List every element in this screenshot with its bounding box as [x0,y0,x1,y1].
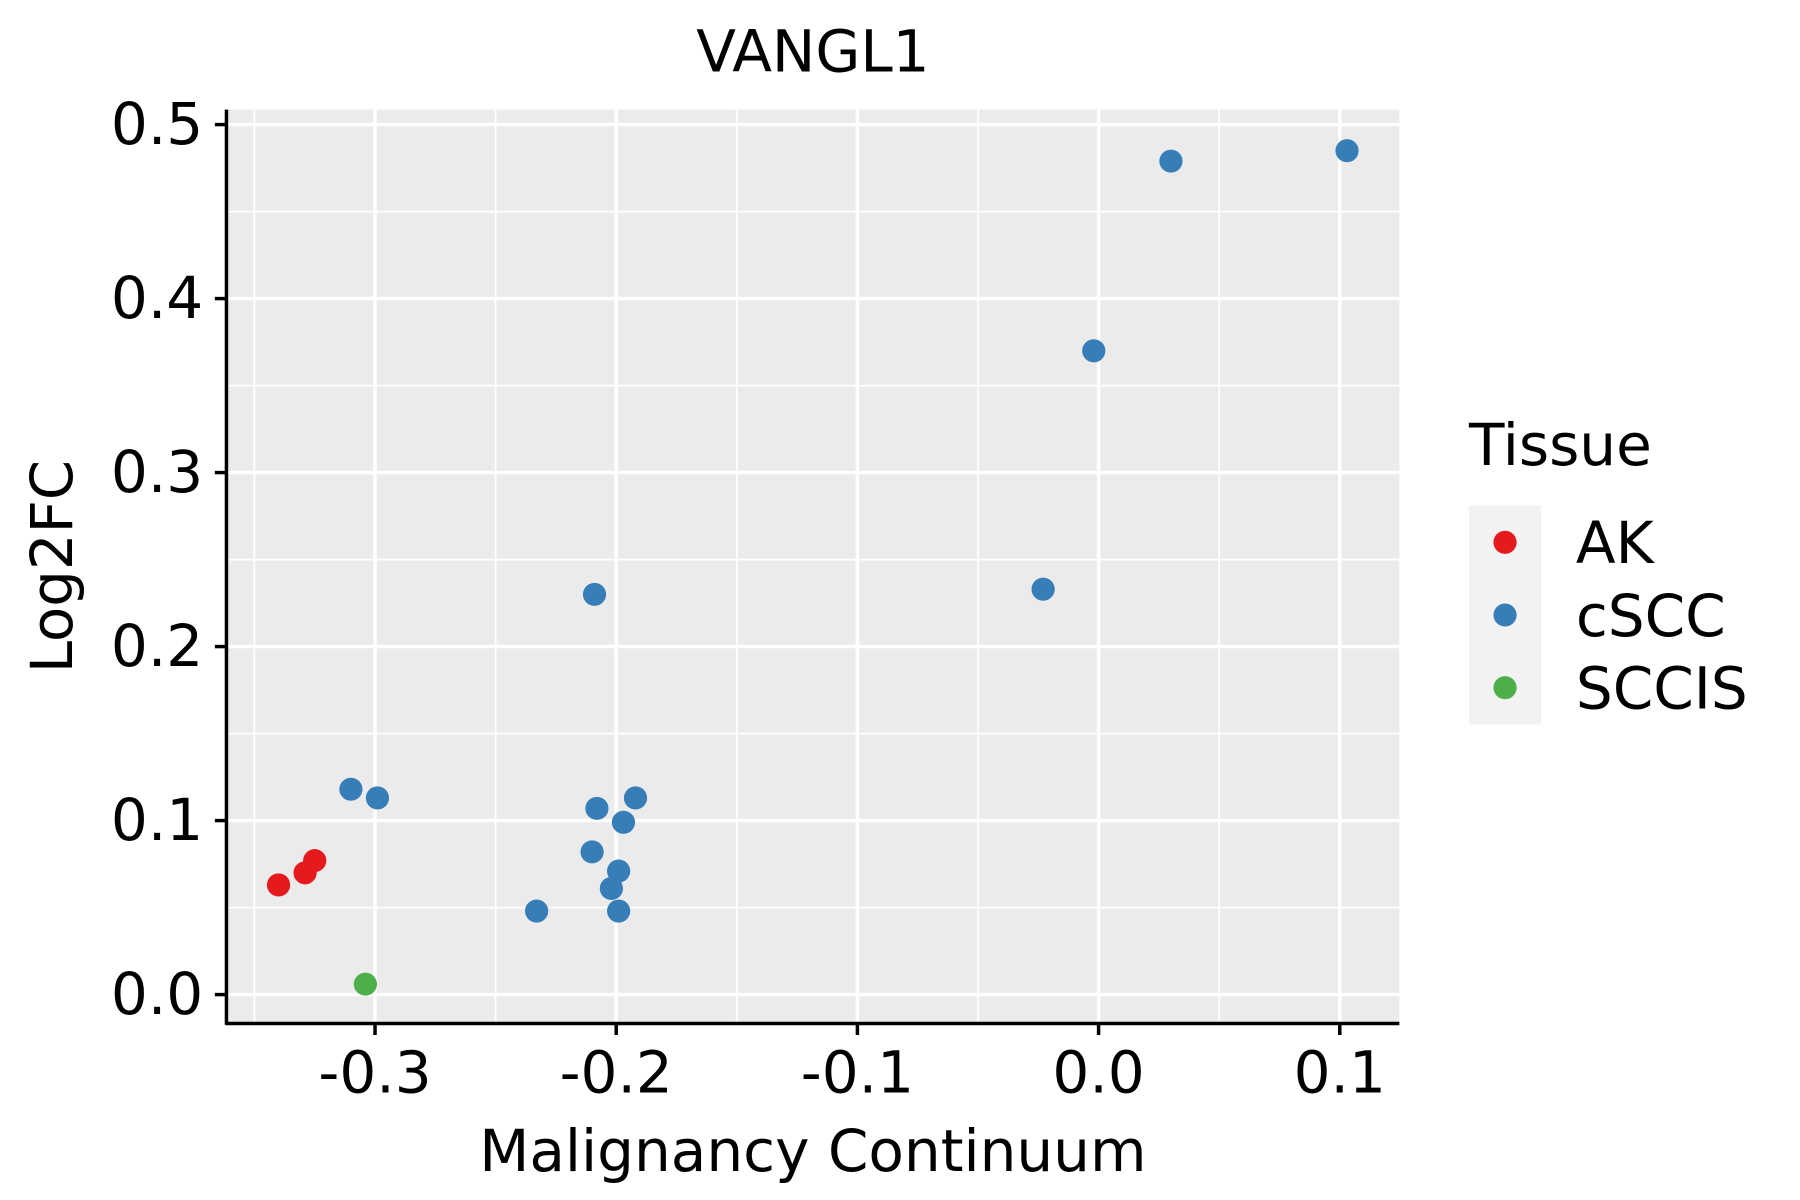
y-tick-label: 0.3 [111,438,203,506]
x-tick-label: 0.1 [1294,1039,1386,1107]
x-tick-label: -0.2 [560,1039,673,1107]
data-point-cscc [623,786,648,810]
y-axis-label: Log2FC [18,460,86,673]
data-point-cscc [611,810,636,834]
data-point-cscc [1082,339,1106,363]
data-point-cscc [599,876,624,900]
data-point-cscc [607,859,631,883]
chart-title: VANGL1 [696,18,929,86]
data-points [266,139,1359,996]
legend-label-ak: AK [1576,509,1656,577]
y-tick-label: 0.1 [111,786,203,854]
data-point-cscc [580,840,604,864]
y-tick-label: 0.5 [111,90,203,158]
x-tick-label: -0.3 [318,1039,431,1107]
data-point-cscc [339,777,363,801]
x-tick-label: 0.0 [1052,1039,1144,1107]
legend-key-ak [1493,530,1517,554]
x-axis-label: Malignancy Continuum [479,1117,1146,1185]
data-point-cscc [607,899,631,923]
data-point-ak [303,849,327,873]
data-point-cscc [525,899,549,923]
gridlines [226,109,1400,1024]
y-tick-label: 0.0 [111,960,203,1028]
legend-title: Tissue [1468,411,1652,479]
legend-key-cscc [1493,603,1517,627]
y-tick-label: 0.2 [111,612,203,680]
data-point-cscc [1335,139,1359,163]
y-tick-label: 0.4 [111,264,203,332]
data-point-cscc [1031,577,1055,601]
legend-key-sccis [1493,676,1517,700]
data-point-ak [266,873,291,897]
data-point-cscc [365,786,390,810]
data-point-cscc [582,582,607,606]
legend-label-sccis: SCCIS [1576,655,1748,723]
x-tick-label: -0.1 [801,1039,914,1107]
legend-label-cscc: cSCC [1576,582,1726,650]
axis-ticks: -0.3 -0.2 -0.1 0.0 0.1 0.0 0.1 0.2 0.3 0.4 0.5 [111,90,1386,1106]
data-point-cscc [585,796,609,820]
plot-panel [226,109,1400,1024]
data-point-sccis [353,972,377,996]
data-point-cscc [1159,149,1183,173]
